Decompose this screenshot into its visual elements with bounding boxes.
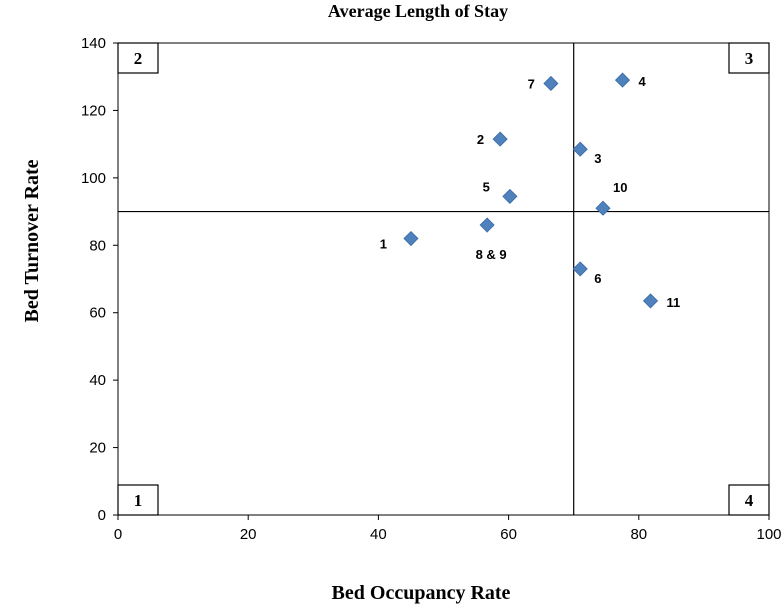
quadrant-label-4: 4 bbox=[728, 484, 770, 516]
data-label: 5 bbox=[483, 179, 490, 194]
data-label: 10 bbox=[613, 180, 627, 195]
y-tick-label: 60 bbox=[89, 305, 106, 322]
reference-lines bbox=[118, 43, 769, 515]
data-point-10 bbox=[595, 200, 611, 216]
data-point-2 bbox=[492, 131, 508, 147]
data-labels: 1 2 3 4 5 6 7 8 & 9 10 11 bbox=[380, 74, 681, 310]
x-axis-label: Bed Occupancy Rate bbox=[332, 582, 511, 604]
quadrant-label-2: 2 bbox=[117, 42, 159, 74]
data-label: 8 & 9 bbox=[476, 247, 507, 262]
quadrant-labels: 1 2 3 4 bbox=[117, 42, 770, 516]
data-point-11 bbox=[642, 293, 659, 309]
svg-text:1: 1 bbox=[134, 491, 143, 510]
x-tick-label: 0 bbox=[114, 526, 122, 543]
x-tick-label: 20 bbox=[240, 526, 257, 543]
x-tick-label: 60 bbox=[500, 526, 517, 543]
svg-text:3: 3 bbox=[745, 49, 754, 68]
y-tick-label: 0 bbox=[98, 507, 106, 524]
y-tick-label: 120 bbox=[81, 102, 106, 119]
plot-frame bbox=[117, 42, 770, 516]
data-point-6 bbox=[572, 261, 588, 277]
data-label: 3 bbox=[594, 151, 601, 166]
data-label: 11 bbox=[667, 295, 681, 310]
data-point-1 bbox=[403, 230, 419, 247]
data-label: 4 bbox=[639, 74, 647, 89]
axis-ticks: 0 20 40 60 80 100 0 20 40 60 80 100 120 140 bbox=[81, 35, 782, 543]
data-label: 6 bbox=[594, 271, 601, 286]
data-label: 2 bbox=[477, 132, 484, 147]
y-tick-label: 140 bbox=[81, 35, 106, 52]
x-tick-label: 80 bbox=[630, 526, 647, 543]
svg-text:4: 4 bbox=[745, 491, 754, 510]
svg-text:2: 2 bbox=[134, 49, 143, 68]
data-point-4 bbox=[614, 72, 631, 88]
x-tick-label: 40 bbox=[370, 526, 387, 543]
x-tick-label: 100 bbox=[756, 526, 781, 543]
y-tick-label: 100 bbox=[81, 170, 106, 187]
data-points bbox=[403, 72, 659, 309]
quadrant-label-1: 1 bbox=[117, 484, 159, 516]
y-tick-label: 80 bbox=[89, 237, 106, 254]
data-point-7 bbox=[543, 75, 559, 92]
y-axis-label: Bed Turnover Rate bbox=[21, 159, 43, 322]
y-tick-label: 40 bbox=[89, 372, 106, 389]
data-point-5 bbox=[502, 188, 518, 204]
data-point-8-9 bbox=[479, 217, 495, 233]
data-label: 1 bbox=[380, 237, 387, 252]
chart-title: Average Length of Stay bbox=[328, 1, 508, 21]
data-point-3 bbox=[572, 141, 588, 157]
quadrant-label-3: 3 bbox=[728, 42, 770, 74]
data-label: 7 bbox=[528, 76, 535, 91]
y-tick-label: 20 bbox=[89, 440, 106, 457]
